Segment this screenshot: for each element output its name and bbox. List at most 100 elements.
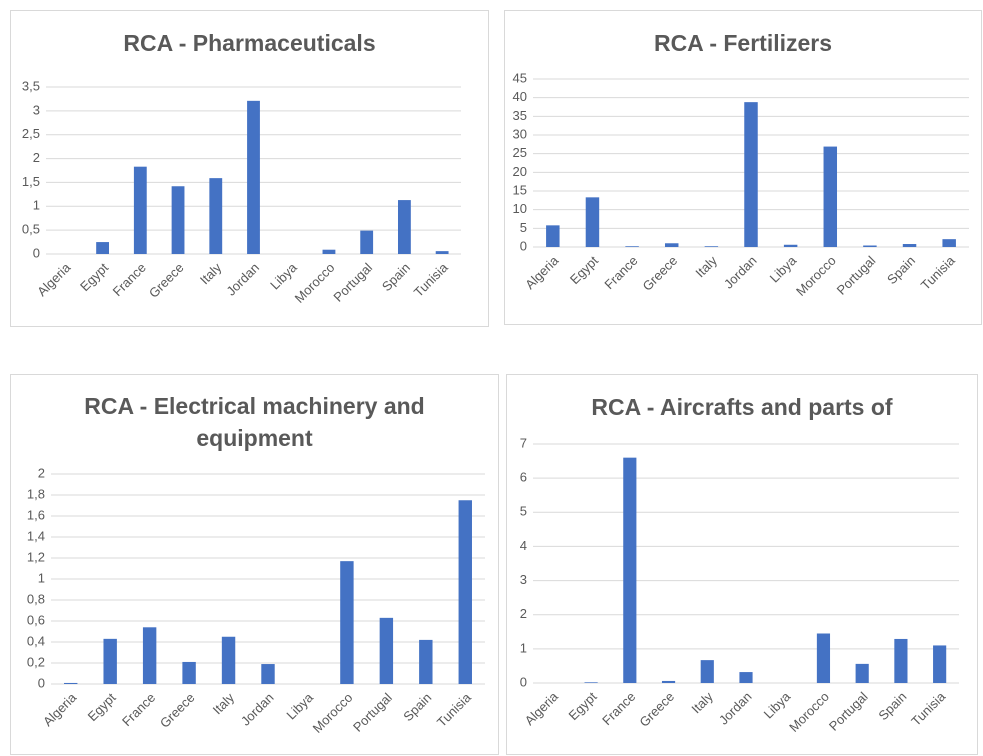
y-tick-label: 0,4 [27, 633, 45, 648]
chart-panel: 0 1 2 3 4 5 6 7 Algeria Egypt France Greece Italy Jor… [506, 374, 978, 755]
bar [379, 617, 394, 684]
bar [247, 100, 260, 254]
x-tick-label: Italy [688, 689, 716, 717]
chart: 0 5 10 15 20 25 30 35 40 45 Algeria Egypt FranceGree… [513, 70, 969, 299]
chart-title: RCA - Electrical machinery and equipment [84, 393, 425, 451]
y-tick-label: 5 [520, 504, 527, 519]
bar [739, 672, 753, 683]
x-tick-label: Morocco [793, 253, 839, 299]
y-tick-label: 7 [520, 435, 527, 450]
x-tick-label: Greece [640, 253, 681, 294]
bar [823, 146, 838, 247]
bar [623, 457, 637, 683]
x-tick-label: Algeria [34, 259, 74, 299]
y-tick-label: 0,6 [27, 612, 45, 627]
x-tick-label: Jordan [716, 689, 755, 728]
bar [942, 239, 956, 247]
x-tick-label: Spain [884, 253, 918, 287]
x-tick-label: Italy [692, 253, 720, 281]
y-tick-label: 0,8 [27, 591, 45, 606]
y-tick-label: 0 [520, 238, 527, 253]
x-tick-label: Portugal [350, 690, 395, 735]
bar [816, 633, 831, 683]
y-tick-label: 1,4 [27, 528, 45, 543]
x-tick-label: Italy [197, 260, 225, 288]
y-tick-label: 0 [38, 675, 45, 690]
x-tick-label: Italy [210, 690, 238, 718]
x-tick-label: Portugal [834, 253, 879, 298]
x-tick-label: France [599, 689, 638, 728]
x-tick-label: France [110, 260, 149, 299]
bar [322, 249, 336, 254]
y-tick-label: 5 [520, 220, 527, 235]
bar [661, 680, 676, 683]
chart-panel: 0 0,5 1 1,5 2 2,5 3 3,5 Algeria Egypt France Greece… [10, 10, 489, 327]
y-tick-label: 20 [513, 164, 527, 179]
y-tick-label: 1,5 [22, 174, 40, 189]
x-tick-label: Tunisia [918, 252, 958, 292]
chart-title: RCA - Pharmaceuticals [123, 30, 376, 56]
x-tick-label: Jordan [223, 260, 262, 299]
bar [704, 246, 719, 247]
y-tick-label: 1,8 [27, 486, 45, 501]
y-tick-label: 4 [520, 538, 527, 553]
bar [902, 244, 917, 247]
x-tick-label: Egypt [566, 689, 600, 723]
y-tick-label: 3 [33, 102, 40, 117]
y-tick-label: 2,5 [22, 126, 40, 141]
x-tick-label: Libya [761, 688, 794, 721]
x-tick-label: Greece [636, 689, 677, 730]
bar [863, 245, 877, 247]
bar [700, 660, 714, 683]
y-tick-label: 1 [38, 570, 45, 585]
y-tick-label: 0,5 [22, 222, 40, 237]
chart: 0 0,2 0,4 0,6 0,8 1 1,2 1,4 1,6 1,8 2 Algeria Egypt F… [27, 465, 485, 736]
y-tick-label: 2 [33, 150, 40, 165]
x-tick-label: France [601, 253, 640, 292]
y-tick-label: 1,2 [27, 549, 45, 564]
bar [783, 244, 798, 247]
x-tick-label: Algeria [522, 688, 562, 728]
y-tick-label: 1,6 [27, 507, 45, 522]
x-tick-label: Egypt [85, 690, 119, 724]
bar [435, 251, 449, 254]
bar [103, 638, 117, 684]
bar [933, 645, 947, 683]
x-tick-label: Portugal [826, 689, 871, 734]
y-tick-label: 10 [513, 201, 527, 216]
bar [855, 663, 869, 683]
x-tick-label: Algeria [40, 689, 80, 729]
bar [625, 246, 639, 247]
x-tick-label: Tunisia [411, 259, 451, 299]
y-tick-label: 3 [520, 572, 527, 587]
y-tick-label: 45 [513, 70, 527, 85]
bar [221, 636, 236, 684]
bar [360, 230, 374, 254]
x-tick-label: Jordan [721, 253, 760, 292]
y-tick-label: 2 [38, 465, 45, 480]
x-tick-label: Morocco [310, 690, 356, 736]
y-tick-label: 6 [520, 470, 527, 485]
bar [171, 186, 185, 254]
y-tick-label: 1 [33, 198, 40, 213]
bar [585, 197, 600, 247]
x-tick-label: Greece [146, 260, 187, 301]
y-tick-label: 40 [513, 89, 527, 104]
x-tick-label: Tunisia [434, 689, 474, 729]
y-tick-label: 35 [513, 108, 527, 123]
bar [96, 242, 110, 254]
y-tick-label: 30 [513, 126, 527, 141]
chart-panel: 0 5 10 15 20 25 30 35 40 45 Algeria Egypt France Gree… [504, 10, 982, 325]
bar [133, 166, 147, 254]
x-tick-label: Jordan [238, 690, 277, 729]
bar [340, 561, 354, 684]
bar [584, 682, 598, 683]
x-tick-label: Libya [767, 252, 800, 285]
bar [397, 200, 411, 254]
x-tick-label: Spain [379, 260, 413, 294]
x-tick-label: Spain [400, 690, 434, 724]
x-tick-label: Egypt [77, 260, 111, 294]
x-tick-label: Egypt [567, 253, 601, 287]
y-tick-label: 0,2 [27, 654, 45, 669]
